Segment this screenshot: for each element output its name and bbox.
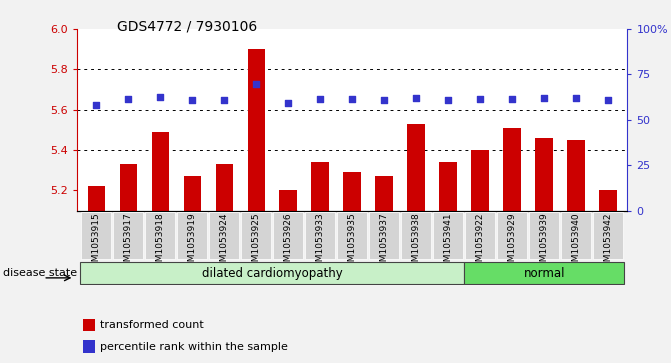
Point xyxy=(283,100,294,106)
Bar xyxy=(535,138,553,211)
FancyBboxPatch shape xyxy=(81,262,464,285)
Text: GSM1053941: GSM1053941 xyxy=(444,212,453,273)
Text: transformed count: transformed count xyxy=(100,321,204,330)
Text: GSM1053939: GSM1053939 xyxy=(539,212,549,273)
Text: GSM1053937: GSM1053937 xyxy=(380,212,389,273)
Text: GSM1053918: GSM1053918 xyxy=(156,212,165,273)
Point xyxy=(155,94,166,99)
Text: GDS4772 / 7930106: GDS4772 / 7930106 xyxy=(117,20,258,34)
Text: GSM1053925: GSM1053925 xyxy=(252,212,261,273)
Point xyxy=(571,95,582,101)
Bar xyxy=(83,340,95,353)
Text: GSM1053938: GSM1053938 xyxy=(412,212,421,273)
FancyBboxPatch shape xyxy=(401,212,431,258)
Bar xyxy=(599,190,617,211)
Bar xyxy=(215,164,233,211)
Text: disease state: disease state xyxy=(3,268,77,278)
FancyBboxPatch shape xyxy=(113,212,144,258)
FancyBboxPatch shape xyxy=(81,212,111,258)
Text: GSM1053935: GSM1053935 xyxy=(348,212,357,273)
FancyBboxPatch shape xyxy=(209,212,240,258)
FancyBboxPatch shape xyxy=(146,212,175,258)
Text: GSM1053919: GSM1053919 xyxy=(188,212,197,273)
FancyBboxPatch shape xyxy=(464,262,624,285)
Point xyxy=(219,97,229,103)
Point xyxy=(507,96,517,102)
FancyBboxPatch shape xyxy=(497,212,527,258)
FancyBboxPatch shape xyxy=(338,212,367,258)
Point xyxy=(475,96,486,102)
Text: GSM1053929: GSM1053929 xyxy=(508,212,517,273)
FancyBboxPatch shape xyxy=(593,212,623,258)
Bar xyxy=(568,140,585,211)
Point xyxy=(603,97,613,103)
Point xyxy=(347,96,358,102)
Text: GSM1053924: GSM1053924 xyxy=(220,212,229,273)
Point xyxy=(379,97,390,103)
Bar xyxy=(311,162,329,211)
Text: dilated cardiomyopathy: dilated cardiomyopathy xyxy=(202,267,343,280)
Point xyxy=(91,102,102,107)
Bar xyxy=(407,124,425,211)
Text: GSM1053942: GSM1053942 xyxy=(604,212,613,273)
Bar xyxy=(119,164,137,211)
FancyBboxPatch shape xyxy=(369,212,399,258)
Bar xyxy=(280,190,297,211)
FancyBboxPatch shape xyxy=(561,212,591,258)
Bar xyxy=(184,176,201,211)
FancyBboxPatch shape xyxy=(273,212,303,258)
Text: percentile rank within the sample: percentile rank within the sample xyxy=(100,342,288,352)
Point xyxy=(539,95,550,101)
Point xyxy=(443,97,454,103)
Bar xyxy=(152,132,169,211)
Bar xyxy=(87,186,105,211)
Text: GSM1053933: GSM1053933 xyxy=(316,212,325,273)
Text: GSM1053922: GSM1053922 xyxy=(476,212,484,273)
Bar xyxy=(472,150,489,211)
Bar xyxy=(440,162,457,211)
FancyBboxPatch shape xyxy=(305,212,336,258)
Bar xyxy=(248,49,265,211)
Point xyxy=(187,97,198,103)
FancyBboxPatch shape xyxy=(177,212,207,258)
Bar xyxy=(83,319,95,331)
Text: GSM1053917: GSM1053917 xyxy=(124,212,133,273)
FancyBboxPatch shape xyxy=(465,212,495,258)
FancyBboxPatch shape xyxy=(529,212,559,258)
Text: GSM1053926: GSM1053926 xyxy=(284,212,293,273)
Point xyxy=(123,96,134,102)
Point xyxy=(315,96,325,102)
FancyBboxPatch shape xyxy=(242,212,271,258)
Text: GSM1053940: GSM1053940 xyxy=(572,212,580,273)
Point xyxy=(411,95,421,101)
FancyBboxPatch shape xyxy=(433,212,463,258)
Bar xyxy=(503,128,521,211)
Bar xyxy=(376,176,393,211)
Bar xyxy=(344,172,361,211)
Text: normal: normal xyxy=(523,267,565,280)
Point xyxy=(251,81,262,87)
Text: GSM1053915: GSM1053915 xyxy=(92,212,101,273)
